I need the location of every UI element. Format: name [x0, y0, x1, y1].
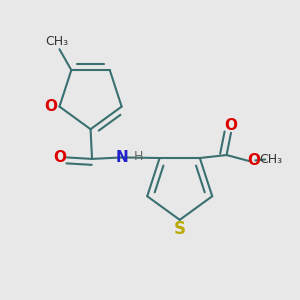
Text: CH₃: CH₃	[45, 35, 68, 48]
Text: O: O	[53, 150, 66, 165]
Text: O: O	[224, 118, 238, 133]
Text: O: O	[247, 154, 260, 169]
Text: CH₃: CH₃	[260, 153, 283, 166]
Text: S: S	[174, 220, 186, 238]
Text: N: N	[116, 150, 128, 165]
Text: O: O	[45, 99, 58, 114]
Text: H: H	[134, 150, 143, 163]
